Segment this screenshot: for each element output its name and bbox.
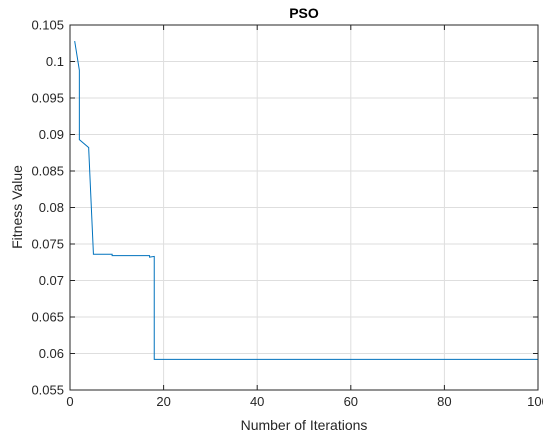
y-tick-label: 0.07 — [39, 273, 64, 288]
x-tick-label: 20 — [156, 394, 170, 409]
y-tick-label: 0.08 — [39, 200, 64, 215]
y-tick-label: 0.095 — [31, 91, 64, 106]
x-tick-label: 0 — [66, 394, 73, 409]
y-axis-label: Fitness Value — [9, 165, 25, 249]
y-tick-label: 0.075 — [31, 237, 64, 252]
y-tick-label: 0.105 — [31, 18, 64, 33]
y-tick-label: 0.1 — [46, 54, 64, 69]
y-tick-label: 0.055 — [31, 383, 64, 398]
tick-marks — [69, 24, 539, 391]
x-axis-label: Number of Iterations — [241, 417, 368, 433]
x-tick-label: 100 — [527, 394, 543, 409]
y-tick-label: 0.085 — [31, 164, 64, 179]
series-layer — [74, 40, 538, 360]
y-tick-label: 0.065 — [31, 310, 64, 325]
x-tick-label: 80 — [437, 394, 451, 409]
y-tick-label: 0.06 — [39, 346, 64, 361]
x-tick-label: 60 — [344, 394, 358, 409]
series-line-0 — [74, 40, 538, 360]
x-tick-label: 40 — [250, 394, 264, 409]
x-tick-labels: 0 20 40 60 80 100 — [66, 394, 543, 409]
chart-title: PSO — [289, 5, 319, 21]
y-tick-label: 0.09 — [39, 127, 64, 142]
y-tick-labels: 0.055 0.06 0.065 0.07 0.075 0.08 0.085 0.09 0.09… — [31, 18, 64, 398]
